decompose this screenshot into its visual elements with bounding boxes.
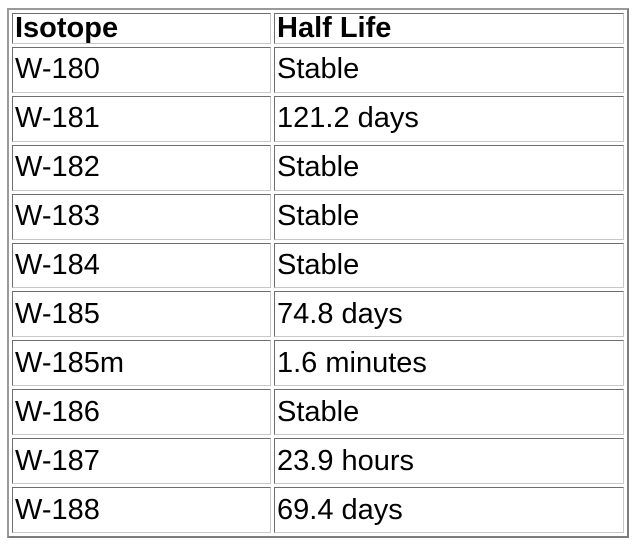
isotope-table-container: Isotope Half Life W-180 Stable W-181 121…: [7, 8, 629, 538]
isotope-table: Isotope Half Life W-180 Stable W-181 121…: [9, 10, 627, 536]
half-life-cell: Stable: [274, 193, 624, 240]
isotope-cell: W-185m: [12, 340, 271, 387]
half-life-cell: 74.8 days: [274, 291, 624, 338]
table-row: W-181 121.2 days: [12, 95, 624, 142]
isotope-cell: W-186: [12, 389, 271, 436]
half-life-cell: Stable: [274, 144, 624, 191]
half-life-cell: Stable: [274, 389, 624, 436]
isotope-cell: W-187: [12, 438, 271, 485]
table-row: W-185 74.8 days: [12, 291, 624, 338]
half-life-cell: 69.4 days: [274, 487, 624, 533]
isotope-cell: W-180: [12, 47, 271, 93]
half-life-cell: 23.9 hours: [274, 438, 624, 485]
table-row: W-186 Stable: [12, 389, 624, 436]
half-life-cell: 121.2 days: [274, 95, 624, 142]
table-row: W-183 Stable: [12, 193, 624, 240]
header-isotope: Isotope: [12, 13, 271, 44]
table-row: W-182 Stable: [12, 144, 624, 191]
table-row: W-188 69.4 days: [12, 487, 624, 533]
isotope-cell: W-188: [12, 487, 271, 533]
isotope-cell: W-181: [12, 95, 271, 142]
isotope-cell: W-185: [12, 291, 271, 338]
table-header-row: Isotope Half Life: [12, 13, 624, 44]
isotope-cell: W-184: [12, 242, 271, 289]
half-life-cell: Stable: [274, 47, 624, 93]
isotope-cell: W-183: [12, 193, 271, 240]
isotope-cell: W-182: [12, 144, 271, 191]
half-life-cell: 1.6 minutes: [274, 340, 624, 387]
table-row: W-185m 1.6 minutes: [12, 340, 624, 387]
table-row: W-184 Stable: [12, 242, 624, 289]
table-row: W-187 23.9 hours: [12, 438, 624, 485]
half-life-cell: Stable: [274, 242, 624, 289]
table-row: W-180 Stable: [12, 47, 624, 93]
header-half-life: Half Life: [274, 13, 624, 44]
